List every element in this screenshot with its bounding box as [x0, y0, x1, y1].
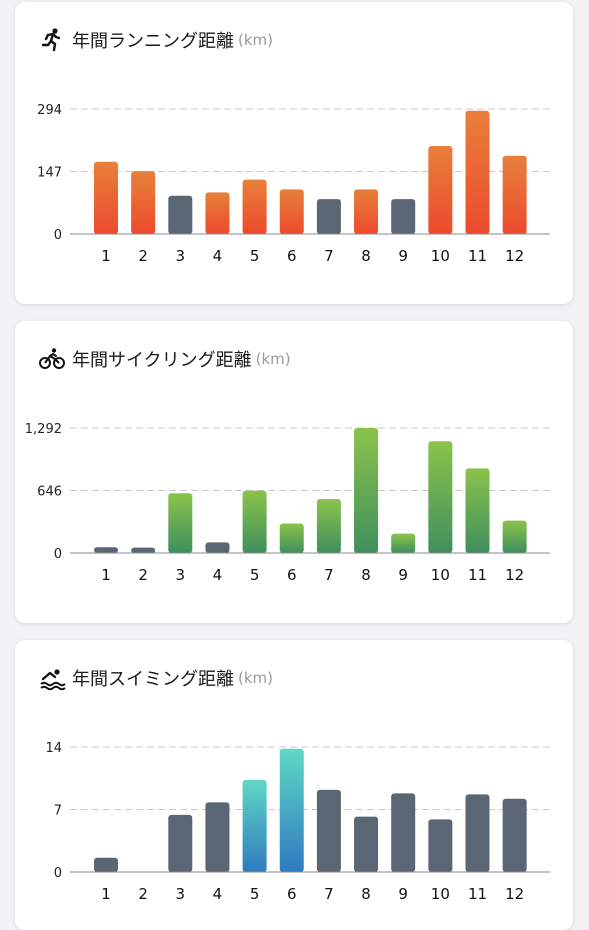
- x-tick-label: 12: [505, 885, 524, 903]
- x-tick-label: 8: [361, 566, 371, 584]
- bicycle-icon: [38, 345, 66, 373]
- x-tick-label: 5: [250, 247, 260, 265]
- x-tick-label: 2: [138, 885, 148, 903]
- bar-9[interactable]: [391, 533, 416, 553]
- x-tick-label: 11: [468, 566, 487, 584]
- x-tick-label: 12: [505, 566, 524, 584]
- x-tick-label: 10: [431, 566, 450, 584]
- x-tick-label: 4: [213, 247, 223, 265]
- bar-12[interactable]: [502, 520, 527, 553]
- swimming-title: 年間スイミング距離: [72, 669, 234, 690]
- y-tick-label: 147: [37, 166, 62, 181]
- bar-8[interactable]: [354, 428, 379, 553]
- x-tick-label: 7: [324, 247, 334, 265]
- bar-10[interactable]: [428, 441, 453, 553]
- x-tick-label: 1: [101, 885, 111, 903]
- swimming-card: 年間スイミング距離 (km) 0 7 14 1 2 3 4 5 6 7 8 9 10 11 12: [15, 640, 573, 930]
- x-tick-label: 12: [505, 247, 524, 265]
- running-card: 年間ランニング距離 (km) 0 147 294 1 2 3 4 5 6 7 8 9 10 11 12: [15, 2, 573, 304]
- bar-5[interactable]: [242, 490, 267, 553]
- bar-11[interactable]: [465, 794, 490, 872]
- bar-2[interactable]: [131, 171, 156, 234]
- x-tick-label: 11: [468, 247, 487, 265]
- x-tick-label: 8: [361, 885, 371, 903]
- x-tick-label: 3: [176, 566, 186, 584]
- bar-7[interactable]: [316, 199, 341, 234]
- x-tick-label: 9: [398, 247, 408, 265]
- swimmer-icon: [38, 664, 66, 692]
- swimming-unit: (km): [238, 669, 274, 687]
- x-tick-label: 11: [468, 885, 487, 903]
- x-tick-label: 4: [213, 566, 223, 584]
- bar-5[interactable]: [242, 179, 267, 234]
- cycling-unit: (km): [255, 350, 291, 368]
- bar-4[interactable]: [205, 192, 230, 234]
- x-tick-label: 8: [361, 247, 371, 265]
- x-tick-label: 4: [213, 885, 223, 903]
- x-tick-label: 7: [324, 885, 334, 903]
- x-tick-label: 1: [101, 247, 111, 265]
- x-tick-label: 10: [431, 247, 450, 265]
- bar-4[interactable]: [205, 802, 230, 872]
- bar-12[interactable]: [502, 155, 527, 234]
- bar-9[interactable]: [391, 199, 416, 234]
- x-tick-label: 9: [398, 885, 408, 903]
- cycling-card-header: 年間サイクリング距離 (km): [38, 345, 291, 373]
- y-tick-label: 0: [54, 866, 62, 881]
- bar-2[interactable]: [131, 547, 156, 553]
- bar-3[interactable]: [168, 814, 193, 872]
- x-tick-label: 5: [250, 885, 260, 903]
- bar-1[interactable]: [94, 161, 118, 234]
- bar-3[interactable]: [168, 195, 193, 234]
- y-tick-label: 646: [37, 485, 62, 500]
- x-tick-label: 5: [250, 566, 260, 584]
- cycling-title: 年間サイクリング距離: [72, 350, 252, 371]
- bar-1[interactable]: [94, 857, 118, 872]
- running-title: 年間ランニング距離: [72, 31, 234, 52]
- bar-5[interactable]: [242, 780, 267, 872]
- x-tick-label: 6: [287, 885, 297, 903]
- bar-6[interactable]: [279, 748, 304, 872]
- bar-3[interactable]: [168, 493, 193, 553]
- x-tick-label: 7: [324, 566, 334, 584]
- y-tick-label: 0: [54, 228, 62, 243]
- running-card-header: 年間ランニング距離 (km): [38, 26, 273, 54]
- y-tick-label: 1,292: [25, 422, 62, 437]
- bar-7[interactable]: [316, 789, 341, 872]
- cycling-card: 年間サイクリング距離 (km) 0 646 1,292 1 2 3 4 5 6 7 8 9 10 11 12: [15, 321, 573, 623]
- bar-12[interactable]: [502, 798, 527, 872]
- runner-icon: [38, 26, 66, 54]
- bar-11[interactable]: [465, 468, 490, 553]
- bar-6[interactable]: [279, 523, 304, 553]
- y-tick-label: 294: [37, 103, 62, 118]
- bar-7[interactable]: [316, 499, 341, 553]
- bar-10[interactable]: [428, 145, 453, 234]
- x-tick-label: 2: [138, 566, 148, 584]
- running-unit: (km): [238, 31, 274, 49]
- x-tick-label: 6: [287, 247, 297, 265]
- x-tick-label: 6: [287, 566, 297, 584]
- bar-6[interactable]: [279, 189, 304, 234]
- x-tick-label: 3: [176, 247, 186, 265]
- y-tick-label: 14: [45, 741, 62, 756]
- bar-8[interactable]: [354, 816, 379, 872]
- y-tick-label: 0: [54, 547, 62, 562]
- bar-8[interactable]: [354, 189, 379, 234]
- bar-11[interactable]: [465, 110, 490, 234]
- y-tick-label: 7: [54, 804, 62, 819]
- bar-1[interactable]: [94, 547, 118, 553]
- x-tick-label: 1: [101, 566, 111, 584]
- bar-9[interactable]: [391, 793, 416, 872]
- bar-4[interactable]: [205, 542, 230, 553]
- swimming-card-header: 年間スイミング距離 (km): [38, 664, 273, 692]
- x-tick-label: 10: [431, 885, 450, 903]
- x-tick-label: 9: [398, 566, 408, 584]
- bar-10[interactable]: [428, 819, 453, 872]
- x-tick-label: 3: [176, 885, 186, 903]
- x-tick-label: 2: [138, 247, 148, 265]
